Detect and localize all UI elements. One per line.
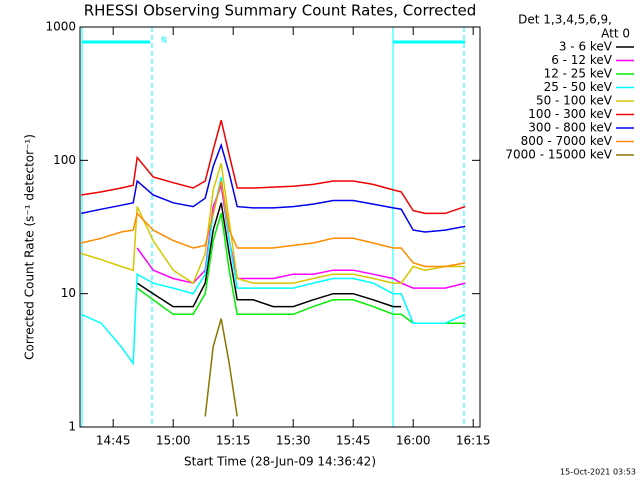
plot-frame [79,26,481,428]
series-line [80,163,466,285]
series-line [136,213,466,324]
legend-label: 6 - 12 keV [551,53,613,67]
footer: 15-Oct-2021 03:53 [560,468,636,477]
x-tick-label: 16:00 [396,434,431,448]
x-tick-label: 15:15 [216,434,251,448]
y-tick-label: 1 [68,420,76,434]
legend-label: 25 - 50 keV [544,80,613,94]
legend-label: 800 - 7000 keV [521,134,613,148]
y-tick-label: 1000 [45,20,76,34]
y-axis-label: Corrected Count Rate (s⁻¹ detector⁻¹) [23,134,37,360]
series-line [80,176,466,366]
series-line [81,120,466,215]
legend-label: 50 - 100 keV [536,94,613,108]
x-axis-label: Start Time (28-Jun-09 14:36:42) [184,455,376,469]
chart-title: RHESSI Observing Summary Count Rates, Co… [84,2,477,20]
legend-header: Att 0 [601,27,630,41]
x-tick-label: 15:00 [156,434,191,448]
series-line [81,142,466,233]
y-tick-label: 10 [61,286,76,300]
series-line [204,318,238,417]
legend-label: 12 - 25 keV [544,67,613,81]
legend-label: 300 - 800 keV [528,121,612,135]
flag-lines [81,27,465,427]
legend-label: 7000 - 15000 keV [505,148,612,162]
series-line [81,180,466,268]
legend-label: 3 - 6 keV [559,40,613,54]
legend-header: Det 1,3,4,5,6,9, [518,13,612,27]
x-tick-label: 15:45 [336,434,371,448]
annotation: N [161,36,167,45]
x-tick-label: 15:30 [276,434,311,448]
x-tick-label: 14:45 [96,434,131,448]
y-tick-label: 100 [53,153,76,167]
x-tick-label: 16:15 [456,434,491,448]
legend-label: 100 - 300 keV [528,107,612,121]
series-line [136,202,402,308]
series-line [136,185,466,289]
